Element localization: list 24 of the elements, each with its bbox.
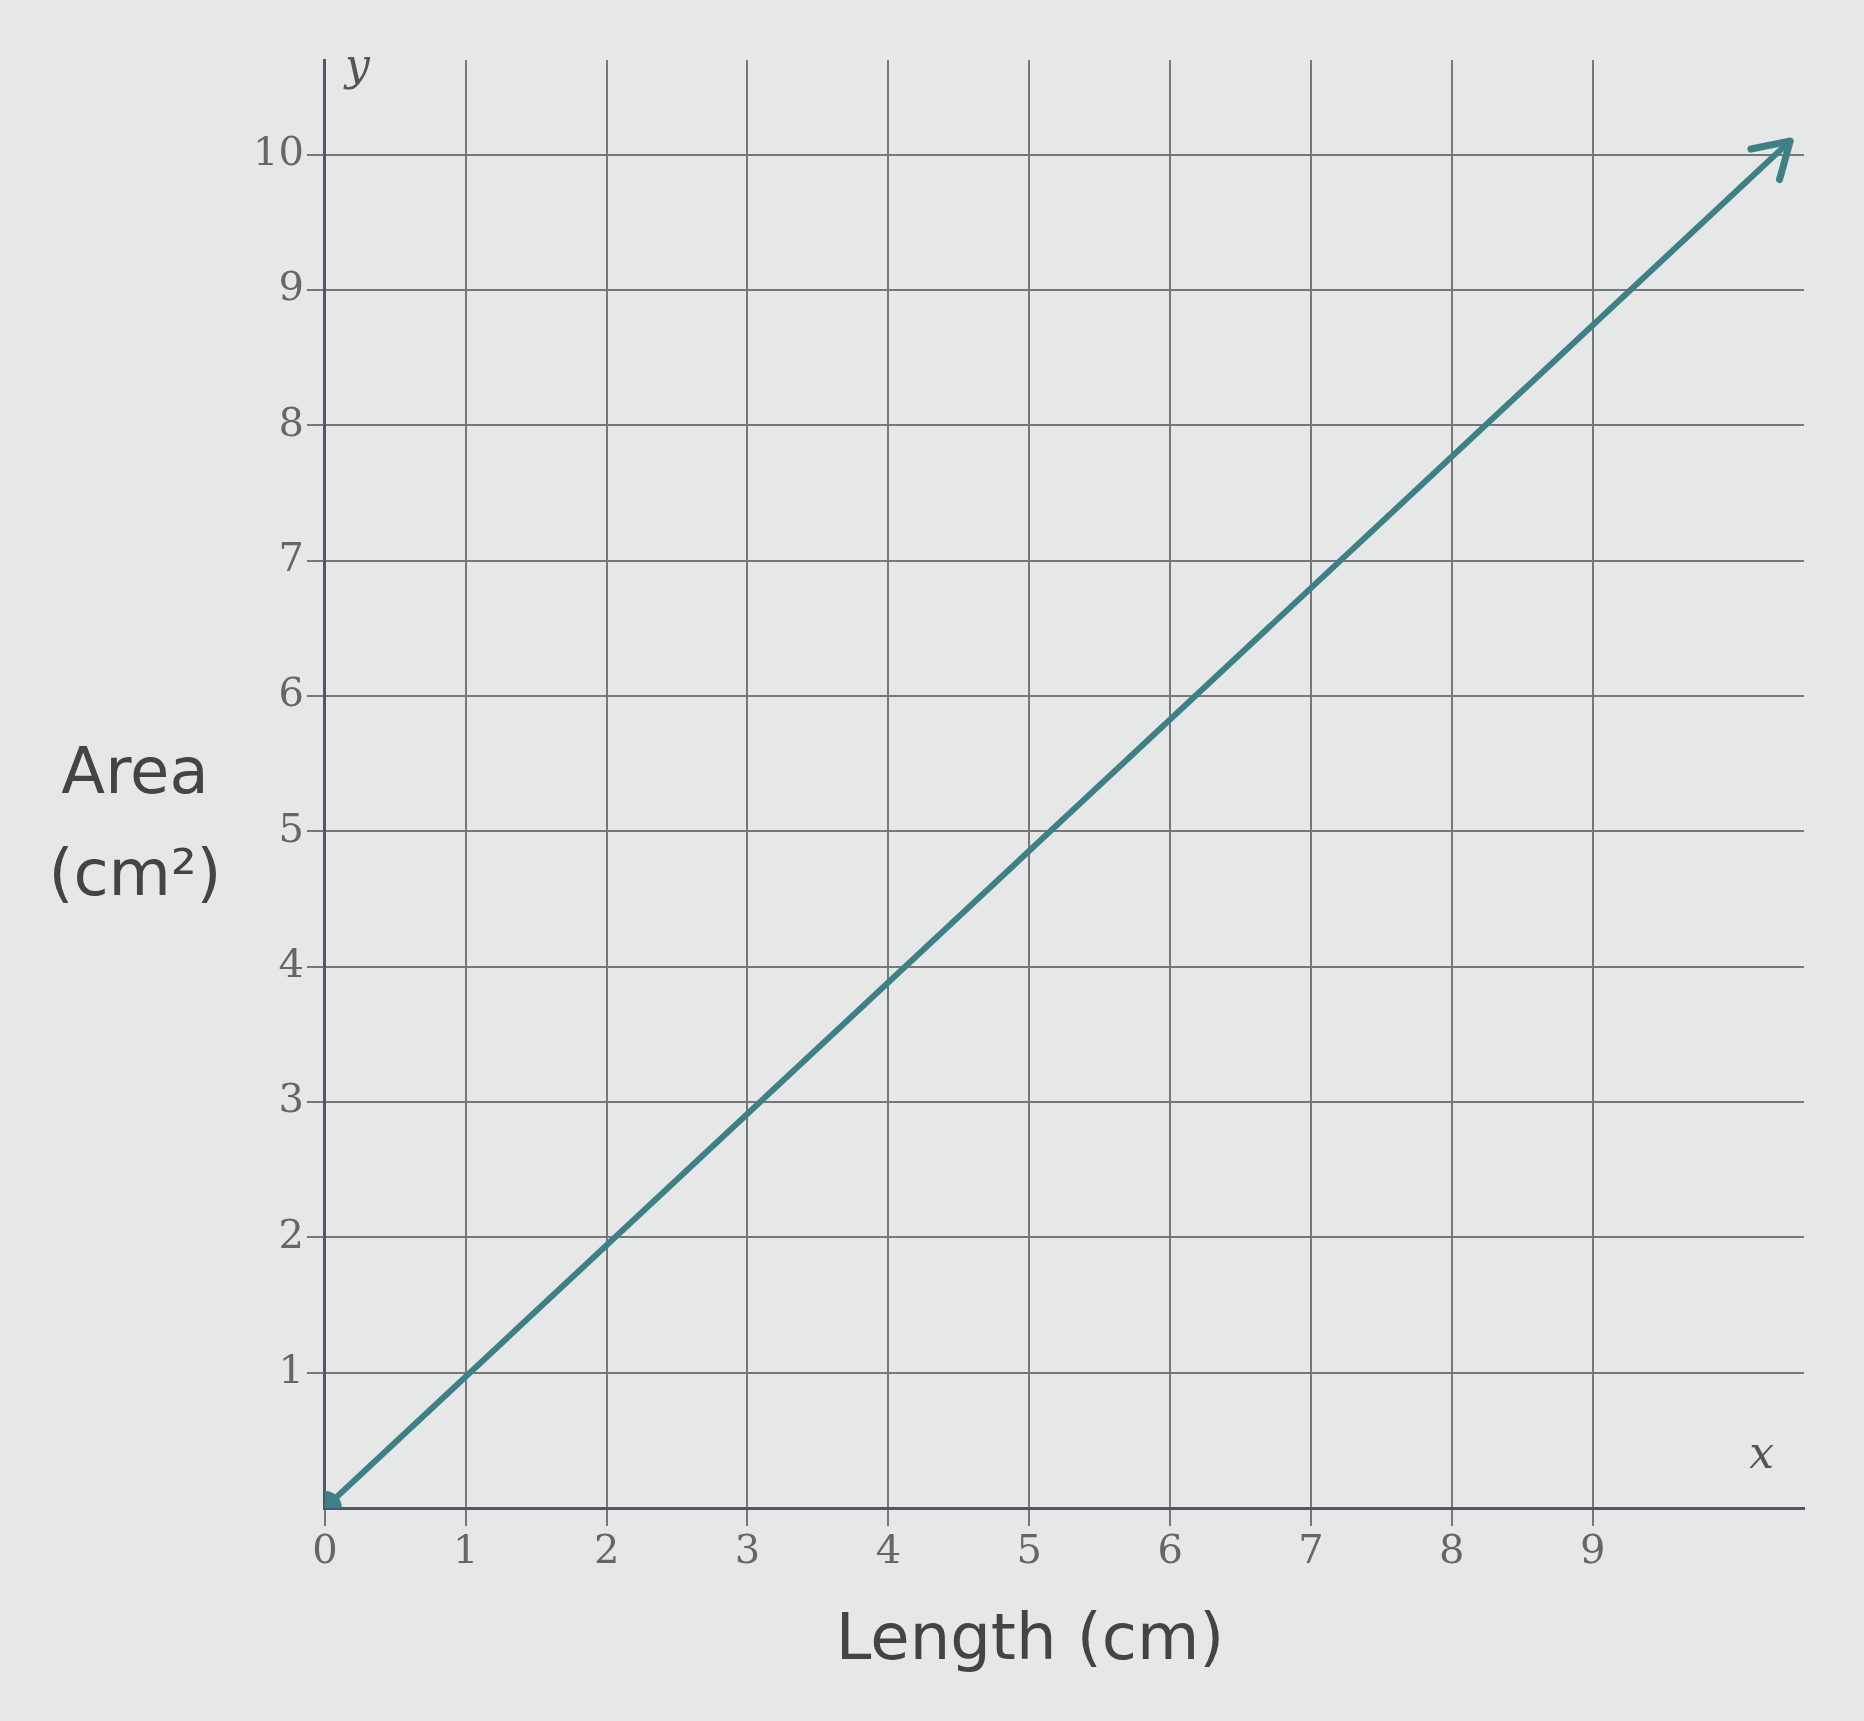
x-tick-label: 2 [593,1526,620,1573]
x-tick-label: 1 [453,1526,479,1573]
x-axis-title: Length (cm) [834,1600,1226,1674]
y-tick-label: 3 [278,1075,304,1122]
x-tick-label: 5 [1016,1526,1042,1573]
y-tick-label: 5 [278,804,304,851]
y-tick-label: 4 [278,940,304,987]
x-tick-label: 0 [312,1526,338,1573]
y-tick-label: 8 [278,398,304,445]
y-tick-label: 6 [278,669,304,716]
x-tick-label: 8 [1439,1526,1465,1573]
x-tick-label: 4 [875,1526,902,1573]
x-tick-label: 6 [1157,1526,1183,1573]
x-tick-label: 7 [1298,1526,1324,1573]
y-tick-label: 9 [278,263,304,310]
x-tick-label: 3 [734,1526,761,1573]
y-tick-label: 2 [278,1210,304,1257]
y-tick-label: 7 [278,534,304,581]
y-tick-label: 10 [252,128,304,175]
x-tick-label: 9 [1579,1526,1606,1573]
y-axis-title: Area (cm²) [47,733,223,913]
y-tick-label: 1 [278,1346,304,1393]
annotation: y [342,39,371,90]
annotation: x [1749,1427,1775,1478]
